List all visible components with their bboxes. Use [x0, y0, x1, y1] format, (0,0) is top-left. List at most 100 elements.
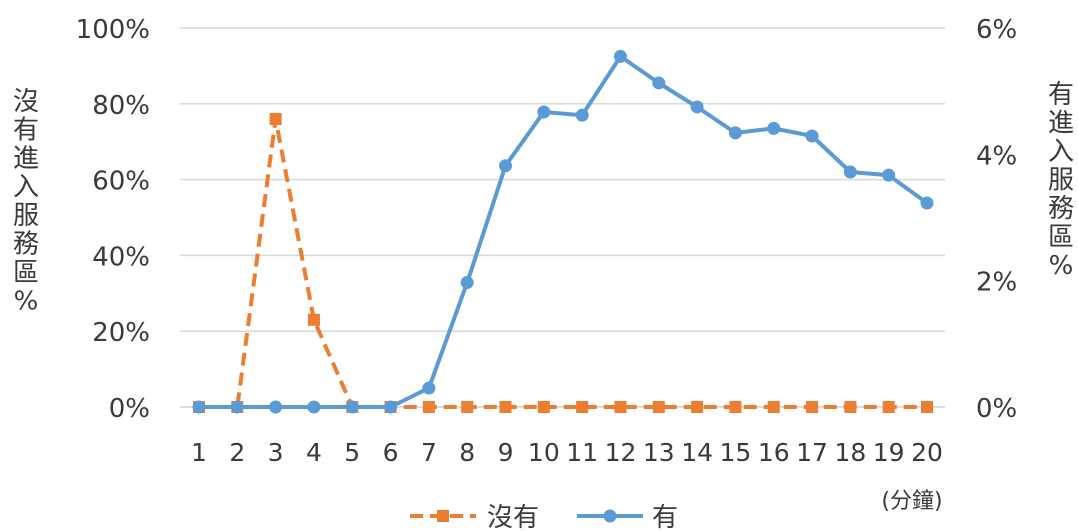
x-tick-label: 6 — [383, 438, 399, 467]
axis-title-char: % — [1049, 251, 1074, 281]
data-point — [461, 401, 474, 413]
series-1 — [193, 112, 933, 413]
right-tick-label: 2% — [976, 268, 1017, 298]
data-point — [806, 401, 819, 413]
axis-title-char: 進 — [1048, 109, 1074, 139]
x-tick-label: 10 — [528, 438, 560, 467]
left-tick-label: 80% — [92, 91, 150, 121]
data-point — [307, 400, 321, 414]
axis-title-char: 沒 — [13, 87, 39, 117]
x-tick-label: 15 — [720, 438, 752, 467]
data-point — [921, 401, 933, 413]
data-point — [805, 129, 819, 143]
data-point — [652, 76, 666, 90]
right-tick-label: 6% — [976, 15, 1017, 45]
x-tick-label: 5 — [344, 438, 360, 467]
data-point — [882, 401, 895, 413]
series-line — [199, 117, 927, 409]
axis-title-char: 務 — [1048, 194, 1074, 224]
x-tick-label: 19 — [873, 438, 905, 467]
axis-title-char: 區 — [13, 258, 39, 288]
legend-item: 沒有 — [410, 503, 539, 531]
x-tick-label: 18 — [834, 438, 866, 467]
data-point — [882, 168, 896, 182]
data-point — [537, 105, 551, 119]
x-tick-label: 1 — [191, 438, 207, 467]
data-point — [614, 401, 627, 413]
data-point — [690, 100, 704, 114]
data-point — [192, 400, 206, 414]
right-tick-label: 4% — [976, 141, 1017, 171]
data-point — [920, 196, 934, 210]
data-point — [499, 159, 513, 173]
legend: 沒有 有 — [410, 503, 678, 531]
x-tick-label: 2 — [229, 438, 245, 467]
axis-title-char: 有 — [1048, 80, 1074, 110]
legend-label: 沒有 — [487, 503, 539, 531]
data-point — [691, 401, 704, 413]
x-tick-label: 4 — [306, 438, 322, 467]
left-tick-label: 60% — [92, 167, 150, 197]
data-point — [422, 381, 436, 395]
legend-label: 有 — [652, 503, 678, 531]
legend-swatch-marker — [437, 510, 449, 522]
data-point — [269, 400, 283, 414]
series-layer — [192, 49, 934, 414]
data-point — [499, 401, 512, 413]
series-line — [199, 54, 929, 409]
data-point — [652, 401, 665, 413]
axis-title-char: 有 — [13, 116, 39, 146]
data-point — [767, 121, 781, 135]
data-point — [460, 276, 474, 290]
x-tick-label: 20 — [911, 438, 943, 467]
data-point — [537, 401, 550, 413]
data-point — [575, 108, 589, 122]
data-point — [729, 401, 742, 413]
data-point — [613, 49, 627, 63]
data-point — [422, 401, 435, 413]
x-tick-label: 12 — [605, 438, 637, 467]
axis-title-char: 入 — [13, 173, 39, 203]
data-point — [767, 401, 780, 413]
data-point — [844, 401, 857, 413]
data-point — [307, 313, 320, 326]
data-point — [728, 126, 742, 140]
x-tick-label: 3 — [268, 438, 284, 467]
axis-title-char: 入 — [1048, 137, 1074, 167]
left-axis-ticks: 0% 20% 40% 60% 80% 100% — [76, 15, 150, 424]
axis-title-char: 務 — [13, 230, 39, 260]
axis-title-char: 進 — [13, 144, 39, 174]
right-axis-ticks: 0% 2% 4% 6% — [976, 15, 1017, 424]
axis-title-char: % — [14, 287, 39, 317]
data-point — [843, 165, 857, 179]
x-tick-label: 13 — [643, 438, 675, 467]
x-tick-label: 9 — [498, 438, 514, 467]
x-axis-unit-label: (分鐘) — [881, 489, 942, 514]
axis-title-char: 區 — [1048, 223, 1074, 253]
x-tick-label: 8 — [459, 438, 475, 467]
x-tick-label: 17 — [796, 438, 828, 467]
left-tick-label: 20% — [92, 318, 150, 348]
legend-swatch-marker — [603, 509, 617, 523]
left-tick-label: 0% — [109, 394, 150, 424]
left-tick-label: 40% — [92, 242, 150, 272]
legend-item: 有 — [577, 503, 678, 531]
x-axis-ticks: 1 2 3 4 5 6 7 8 9 10 11 12 13 14 15 16 17 18 19 20 — [191, 438, 943, 467]
data-point — [576, 401, 589, 413]
axis-title-char: 服 — [13, 201, 39, 231]
x-tick-label: 11 — [566, 438, 598, 467]
right-tick-label: 0% — [976, 394, 1017, 424]
x-tick-label: 14 — [681, 438, 713, 467]
x-tick-label: 7 — [421, 438, 437, 467]
data-point — [269, 112, 282, 125]
data-point — [345, 400, 359, 414]
data-point — [230, 400, 244, 414]
series-2 — [192, 49, 934, 414]
left-tick-label: 100% — [76, 15, 150, 45]
data-point — [384, 400, 398, 414]
axis-title-char: 服 — [1048, 166, 1074, 196]
x-tick-label: 16 — [758, 438, 790, 467]
